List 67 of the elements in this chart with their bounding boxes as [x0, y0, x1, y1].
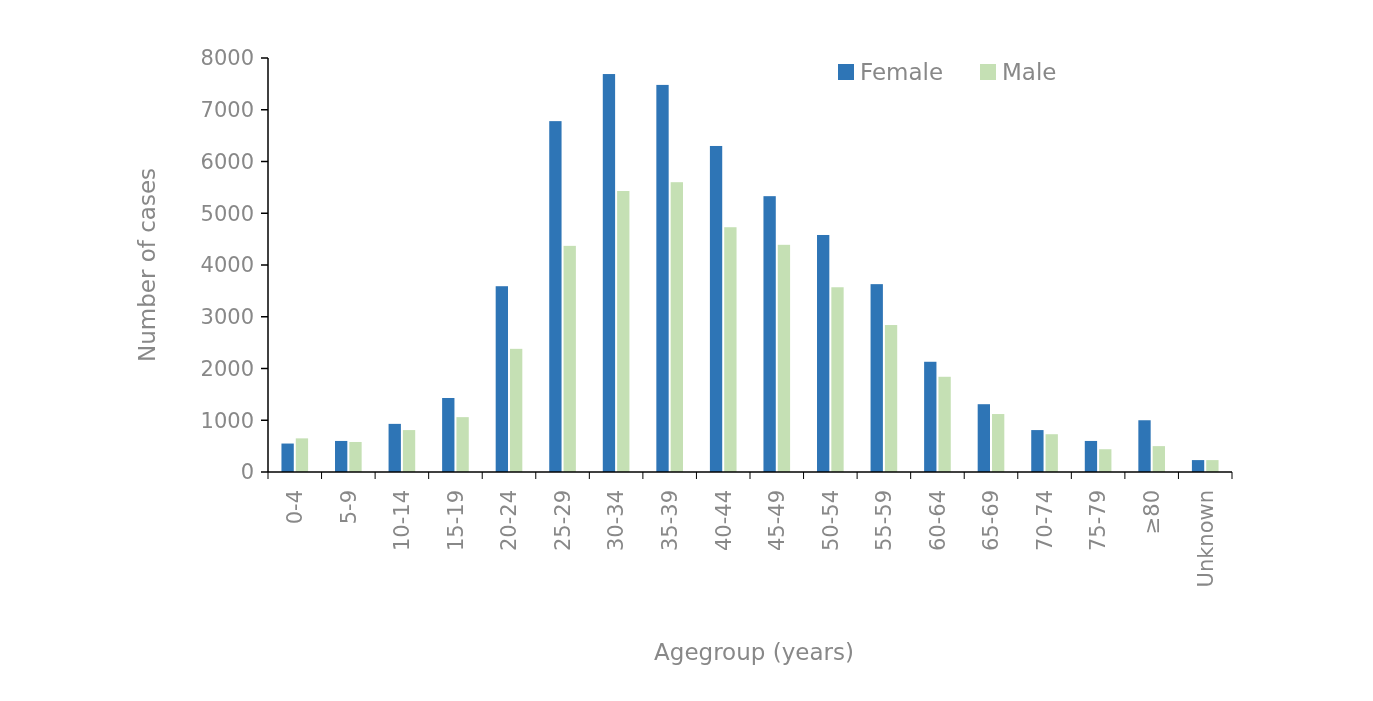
x-tick-label: 35-39: [658, 490, 683, 552]
bar: [349, 441, 362, 472]
y-tick-label: 0: [240, 460, 254, 485]
bar: [870, 284, 883, 472]
x-tick-label: 20-24: [497, 490, 522, 552]
y-tick-label: 4000: [200, 253, 254, 278]
x-tick-label: 45-49: [765, 490, 790, 552]
y-tick-label: 7000: [200, 98, 254, 123]
x-tick-label: 0-4: [283, 490, 308, 525]
bar: [549, 121, 562, 472]
bar: [831, 287, 844, 472]
bar: [456, 417, 469, 472]
bar: [1084, 440, 1098, 472]
bar: [563, 245, 576, 472]
x-axis-title: Agegroup (years): [654, 639, 854, 665]
x-tick-label: 70-74: [1032, 490, 1057, 552]
x-tick-label: 10-14: [390, 490, 415, 552]
y-tick-label: 3000: [200, 305, 254, 330]
x-tick-label: 50-54: [818, 490, 843, 552]
bar: [295, 438, 309, 472]
bar: [884, 325, 898, 472]
bar: [670, 182, 683, 472]
bar: [1099, 449, 1112, 472]
bar: [992, 414, 1005, 472]
bar: [617, 191, 630, 472]
bar: [442, 398, 455, 472]
x-tick-label: 15-19: [443, 490, 468, 552]
bar: [1138, 420, 1151, 472]
x-tick-label: ≥80: [1140, 490, 1165, 535]
y-tick-label: 1000: [200, 408, 254, 433]
bar: [709, 145, 723, 472]
bar: [335, 440, 348, 472]
bar: [1206, 460, 1219, 472]
x-tick-label: 40-44: [711, 490, 736, 552]
x-tick-label: 25-29: [550, 490, 575, 552]
bar: [777, 244, 791, 472]
y-axis-title: Number of cases: [134, 167, 160, 363]
bar: [602, 74, 616, 472]
y-tick-label: 5000: [200, 201, 254, 226]
bar: [924, 361, 937, 472]
x-tick-label: 60-64: [925, 490, 950, 552]
x-tick-label: Unknown: [1193, 490, 1218, 588]
legend-label: Male: [1002, 59, 1057, 86]
bar: [656, 84, 669, 472]
y-tick-label: 2000: [200, 356, 254, 381]
bar: [938, 376, 951, 472]
bar: [510, 348, 523, 472]
y-tick-label: 8000: [200, 46, 254, 71]
legend-label: Female: [860, 59, 944, 86]
bar: [817, 234, 830, 472]
bar: [1031, 430, 1044, 472]
x-tick-label: 30-34: [604, 490, 629, 552]
bar: [281, 443, 294, 472]
bar: [977, 404, 990, 472]
x-tick-label: 5-9: [336, 490, 361, 525]
bar: [495, 286, 508, 472]
x-tick-label: 75-79: [1086, 490, 1111, 552]
y-tick-label: 6000: [200, 149, 254, 174]
x-tick-label: 55-59: [872, 490, 897, 552]
bar: [1191, 460, 1205, 472]
bar: [388, 423, 401, 472]
bar: [1152, 446, 1165, 472]
bar: [402, 430, 416, 472]
bar: [724, 227, 737, 472]
x-tick-label: 65-69: [979, 490, 1004, 552]
bar: [763, 196, 776, 472]
bar: [1045, 434, 1058, 472]
